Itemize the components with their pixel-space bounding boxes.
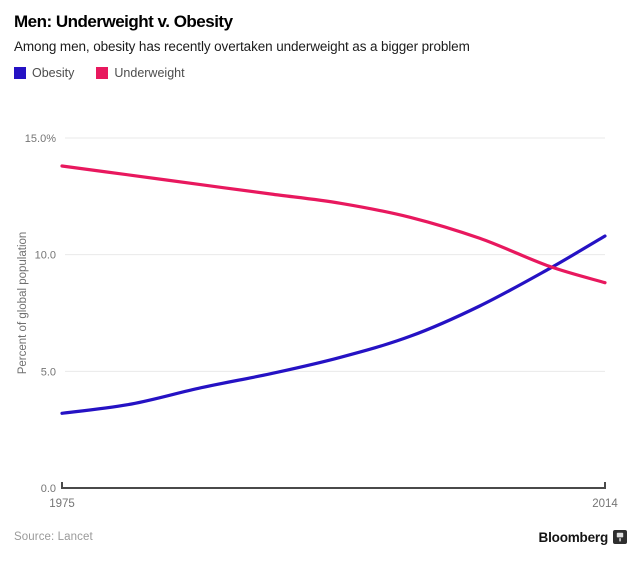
series-line-underweight — [60, 164, 607, 285]
y-tick-label: 10.0 — [35, 250, 56, 262]
brand: Bloomberg — [539, 530, 627, 545]
chart-header: Men: Underweight v. Obesity Among men, o… — [14, 12, 626, 80]
obesity-swatch-icon — [14, 67, 26, 80]
source-label: Source: Lancet — [14, 531, 93, 543]
page-title: Men: Underweight v. Obesity — [14, 12, 233, 31]
y-axis-label: Percent of global population — [17, 232, 29, 375]
legend-label-obesity: Obesity — [32, 66, 75, 81]
x-tick-label: 1975 — [49, 498, 75, 510]
chart-subtitle: Among men, obesity has recently overtake… — [14, 39, 470, 55]
y-tick-label: 5.0 — [41, 366, 56, 378]
chart-footer: Source: Lancet Bloomberg — [14, 528, 627, 546]
legend-item-obesity: Obesity — [14, 66, 74, 80]
legend-item-underweight: Underweight — [96, 66, 185, 81]
x-axis-line — [61, 482, 606, 489]
legend-label-underweight: Underweight — [114, 66, 185, 81]
y-tick-label: 0.0 — [41, 483, 56, 495]
y-tick-label: 15.0% — [25, 133, 56, 145]
chart-legend: Obesity Underweight — [14, 66, 626, 80]
line-chart-plot: 15.0% 10.0 5.0 0.0 1975 2014 Percent of global… — [17, 133, 618, 510]
underweight-swatch-icon — [96, 67, 109, 80]
bloomberg-wordmark: Bloomberg — [538, 529, 609, 545]
bloomberg-logo-icon — [613, 530, 627, 544]
x-tick-label: 2014 — [592, 498, 618, 510]
series-line-obesity — [60, 234, 607, 415]
